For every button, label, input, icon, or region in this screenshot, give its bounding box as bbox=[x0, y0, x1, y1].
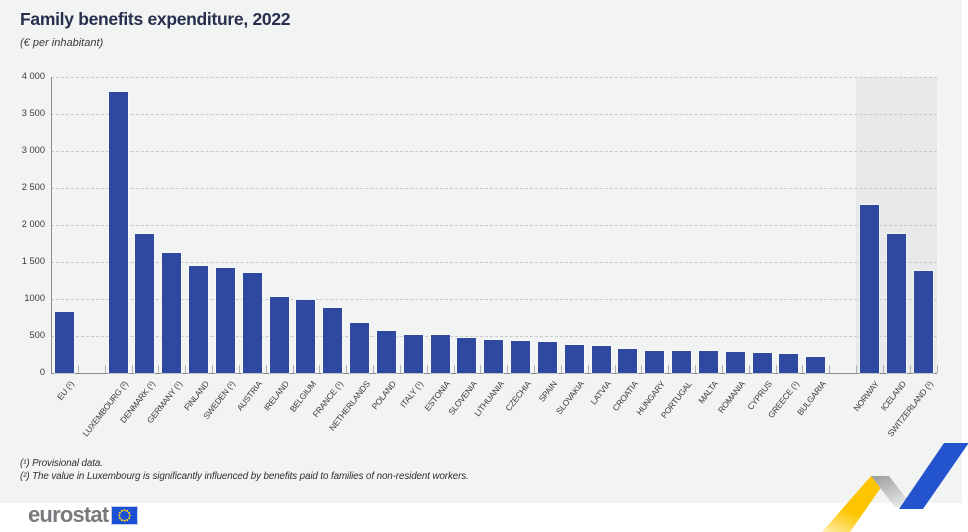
x-axis-tick bbox=[77, 364, 79, 373]
bar-sweden bbox=[215, 268, 235, 373]
bar-greece bbox=[779, 353, 799, 373]
x-axis-tick bbox=[936, 364, 938, 373]
bar-cyprus bbox=[752, 352, 772, 373]
x-axis-tick bbox=[104, 364, 106, 373]
y-tick-label: 2 000 bbox=[21, 219, 45, 230]
bar-spain bbox=[537, 341, 557, 373]
bar-czechia bbox=[511, 340, 531, 373]
x-axis-tick bbox=[292, 364, 294, 373]
footnote-provisional: (¹) Provisional data. bbox=[20, 458, 103, 469]
bar-norway bbox=[859, 205, 879, 373]
gridline bbox=[51, 188, 937, 189]
x-axis-tick bbox=[158, 364, 160, 373]
bar-estonia bbox=[430, 335, 450, 373]
eu-flag-stars bbox=[118, 508, 132, 522]
y-tick-label: 2 500 bbox=[21, 182, 45, 193]
x-axis-tick bbox=[909, 364, 911, 373]
x-axis-tick bbox=[453, 364, 455, 373]
gridline bbox=[51, 336, 937, 337]
chart-background bbox=[0, 0, 962, 503]
x-axis-tick bbox=[721, 364, 723, 373]
y-tick-label: 3 000 bbox=[21, 145, 45, 156]
x-axis-tick bbox=[641, 364, 643, 373]
eu-flag-icon bbox=[111, 505, 139, 525]
x-axis-tick bbox=[238, 364, 240, 373]
eurostat-logo-text: eurostat bbox=[28, 502, 109, 527]
y-tick-label: 1 500 bbox=[21, 256, 45, 267]
bar-denmark bbox=[135, 233, 155, 373]
bar-austria bbox=[242, 273, 262, 373]
bar-slovakia bbox=[564, 344, 584, 373]
bar-malta bbox=[698, 351, 718, 373]
bar-italy bbox=[403, 334, 423, 373]
x-axis-tick bbox=[346, 364, 348, 373]
y-tick-label: 0 bbox=[39, 367, 45, 378]
bar-bulgaria bbox=[806, 357, 826, 373]
bar-netherlands bbox=[350, 323, 370, 373]
x-axis-tick bbox=[212, 364, 213, 373]
bar-belgium bbox=[296, 300, 316, 373]
x-axis-tick bbox=[829, 364, 831, 373]
x-axis-tick bbox=[614, 364, 616, 373]
x-axis-tick bbox=[373, 364, 374, 373]
x-axis-tick bbox=[319, 364, 321, 373]
bar-ireland bbox=[269, 296, 289, 373]
x-axis-tick bbox=[426, 364, 428, 373]
y-tick-label: 1000 bbox=[24, 293, 45, 304]
gridline bbox=[51, 77, 937, 78]
x-axis-tick bbox=[265, 364, 267, 373]
y-tick-label: 500 bbox=[29, 330, 45, 341]
y-tick-label: 4 000 bbox=[21, 71, 45, 82]
x-axis-tick bbox=[560, 364, 562, 373]
x-axis-tick bbox=[507, 364, 509, 373]
bar-croatia bbox=[618, 349, 638, 373]
x-axis-tick bbox=[131, 364, 133, 373]
gridline bbox=[51, 114, 937, 115]
zigzag-ribbon-icon bbox=[822, 443, 968, 532]
chart-subtitle: (€ per inhabitant) bbox=[20, 37, 104, 49]
gridline bbox=[51, 225, 937, 226]
bar-romania bbox=[725, 352, 745, 373]
x-axis-tick bbox=[802, 364, 804, 373]
x-axis-tick bbox=[399, 364, 401, 373]
eurostat-logo: eurostat bbox=[28, 502, 139, 527]
bar-latvia bbox=[591, 345, 611, 373]
bar-portugal bbox=[672, 351, 692, 373]
x-axis-line bbox=[51, 373, 937, 374]
bar-eu bbox=[54, 311, 74, 373]
y-tick-label: 3 500 bbox=[21, 108, 45, 119]
chart-title: Family benefits expenditure, 2022 bbox=[20, 9, 291, 29]
x-axis-tick bbox=[480, 364, 482, 373]
x-axis-tick bbox=[534, 364, 535, 373]
bar-finland bbox=[189, 266, 209, 373]
footnote-luxembourg: (²) The value in Luxembourg is significa… bbox=[20, 471, 469, 482]
bar-iceland bbox=[886, 234, 906, 373]
x-axis-tick bbox=[587, 364, 589, 373]
gridline bbox=[51, 299, 937, 300]
x-axis-tick bbox=[748, 364, 750, 373]
x-axis-tick bbox=[775, 364, 777, 373]
bar-germany bbox=[162, 253, 182, 373]
bar-lithuania bbox=[484, 339, 504, 373]
x-axis-tick bbox=[856, 364, 857, 373]
x-axis-tick bbox=[882, 364, 884, 373]
bar-hungary bbox=[645, 350, 665, 373]
bar-france bbox=[323, 308, 343, 373]
bar-luxembourg bbox=[108, 92, 128, 373]
bar-poland bbox=[376, 331, 396, 373]
x-axis-tick bbox=[185, 364, 187, 373]
x-axis-tick bbox=[668, 364, 670, 373]
gridline bbox=[51, 151, 937, 152]
bar-slovenia bbox=[457, 337, 477, 373]
y-axis-line bbox=[51, 77, 52, 373]
gridline bbox=[51, 262, 937, 263]
x-axis-tick bbox=[695, 364, 696, 373]
bar-switzerland bbox=[913, 271, 933, 373]
